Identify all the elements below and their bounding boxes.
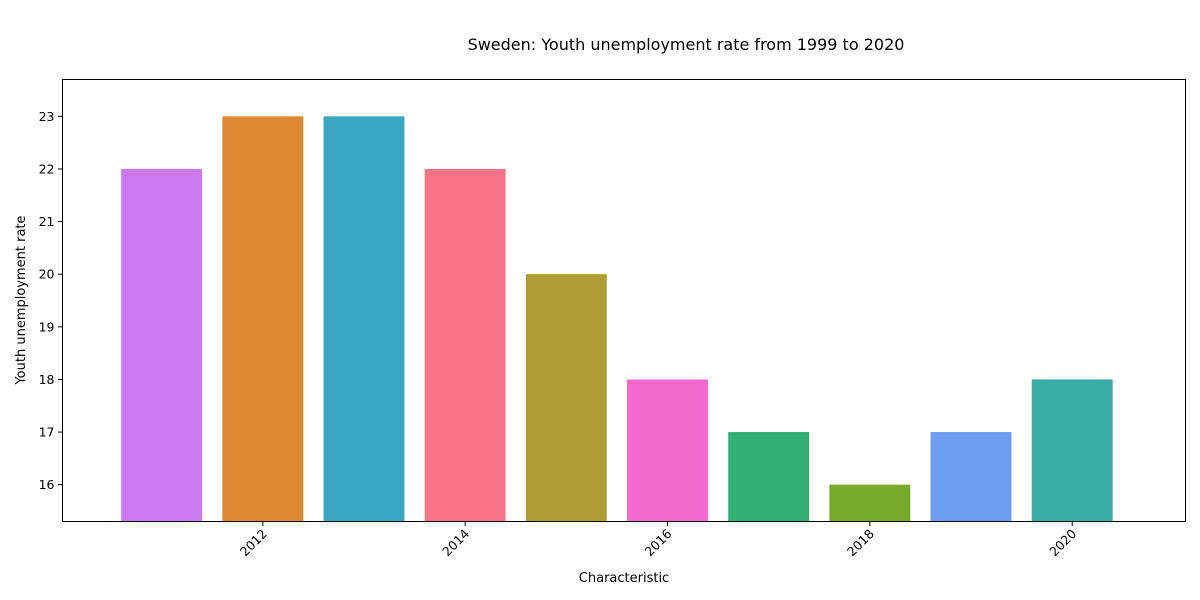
x-axis-label: Characteristic <box>579 571 669 586</box>
bar-2017 <box>728 432 810 522</box>
x-tick-label: 2020 <box>1046 526 1079 559</box>
y-tick-label: 23 <box>39 109 55 124</box>
y-tick-label: 17 <box>39 425 55 440</box>
y-tick-label: 21 <box>39 214 55 229</box>
bar-2011 <box>121 168 203 522</box>
bar-2016 <box>627 379 708 522</box>
plot-frame <box>62 79 1186 522</box>
x-tick-label: 2018 <box>844 526 877 559</box>
x-tick-label: 2016 <box>642 526 675 559</box>
bar-2019 <box>930 432 1012 522</box>
y-tick-label: 16 <box>39 477 55 492</box>
x-axis: 2012 2014 2016 2018 2020 <box>237 521 1079 559</box>
y-tick-label: 19 <box>39 319 55 334</box>
y-tick-label: 22 <box>39 161 55 176</box>
y-axis-label: Youth unemployment rate <box>14 215 29 385</box>
bar-2015 <box>525 274 607 522</box>
bar-2013 <box>323 116 405 522</box>
y-tick-label: 18 <box>39 372 55 387</box>
chart-title: Sweden: Youth unemployment rate from 199… <box>468 35 905 54</box>
y-tick-label: 20 <box>39 267 55 282</box>
bar-2018 <box>829 484 911 522</box>
bars-group <box>121 116 1113 522</box>
y-axis: 16 17 18 19 20 21 22 23 <box>39 109 63 492</box>
bar-2014 <box>424 168 506 522</box>
bar-2020 <box>1031 379 1113 522</box>
x-tick-label: 2012 <box>237 526 270 559</box>
x-tick-label: 2014 <box>439 526 472 559</box>
bar-2012 <box>222 116 304 522</box>
